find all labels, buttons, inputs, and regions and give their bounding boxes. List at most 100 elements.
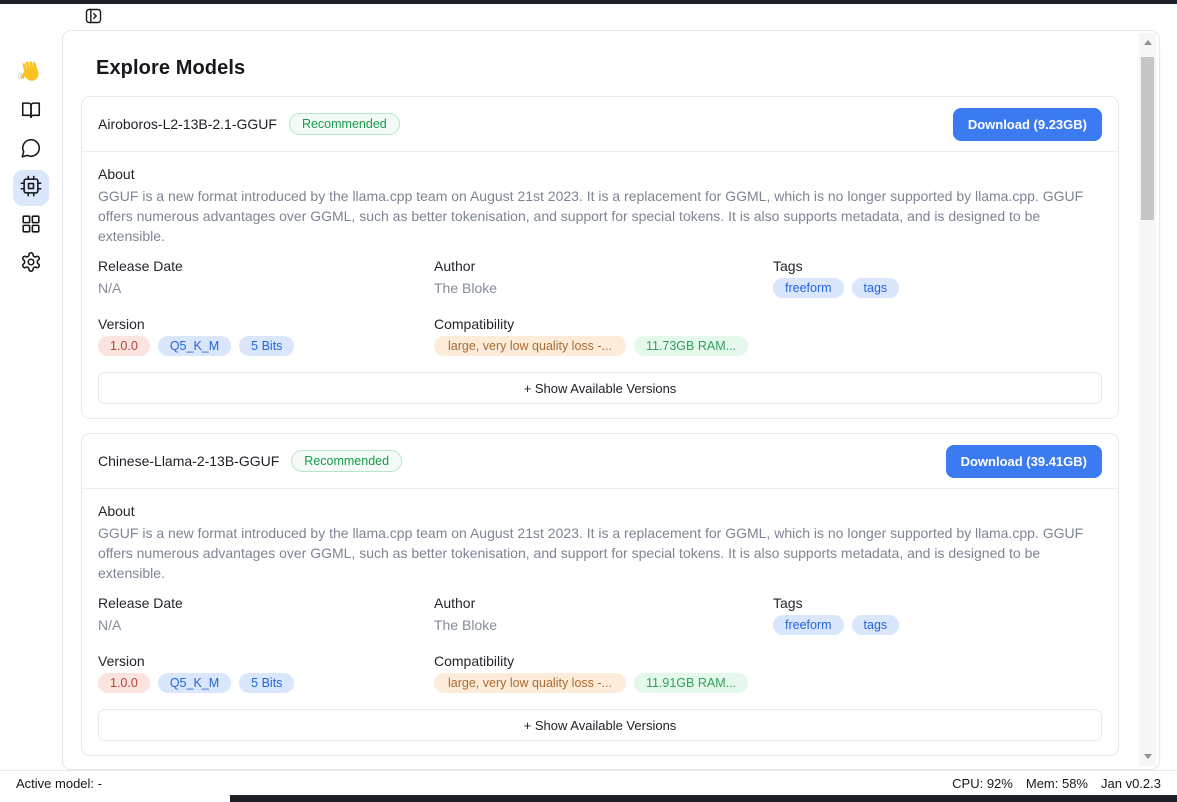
model-name: Airoboros-L2-13B-2.1-GGUF — [98, 116, 277, 132]
version-number-pill: 1.0.0 — [98, 673, 150, 693]
about-label: About — [98, 166, 135, 182]
sidebar-item-guides[interactable] — [13, 94, 49, 130]
quality-pill: large, very low quality loss -... — [434, 673, 626, 693]
model-card: Chinese-Llama-2-13B-GGUF Recommended Dow… — [81, 433, 1119, 756]
author-label: Author — [434, 595, 476, 611]
compatibility-pills: large, very low quality loss -... 11.91G… — [434, 673, 773, 693]
compatibility-label: Compatibility — [434, 316, 515, 332]
system-stats: CPU: 92% Mem: 58% Jan v0.2.3 — [952, 776, 1161, 791]
field-tags: Tags freeform tags — [773, 258, 1102, 298]
model-fields: Release Date N/A Author The Bloke Tags f… — [98, 258, 1102, 356]
chat-bubble-icon — [20, 137, 42, 164]
field-author: Author The Bloke — [434, 595, 773, 635]
status-bar: Active model: - CPU: 92% Mem: 58% Jan v0… — [0, 770, 1177, 795]
about-text: GGUF is a new format introduced by the l… — [98, 188, 1084, 244]
release-date-value: N/A — [98, 617, 122, 633]
model-card-body: About GGUF is a new format introduced by… — [82, 152, 1118, 418]
apps-grid-icon — [20, 213, 42, 240]
window-bottom-edge — [0, 795, 1177, 802]
panel-toggle-button[interactable] — [84, 8, 102, 29]
window-top-edge — [0, 0, 1177, 4]
scroll-down-arrow-icon[interactable] — [1139, 749, 1156, 764]
wave-hand-icon — [17, 59, 44, 90]
download-button[interactable]: Download (39.41GB) — [945, 444, 1102, 478]
quantization-pill: Q5_K_M — [157, 336, 232, 356]
tag-pill: freeform — [773, 615, 844, 635]
panel-toggle-icon — [85, 8, 102, 29]
model-name: Chinese-Llama-2-13B-GGUF — [98, 453, 280, 469]
book-open-icon — [20, 99, 42, 126]
version-label: Version — [98, 316, 145, 332]
bits-pill: 5 Bits — [239, 336, 295, 356]
field-release-date: Release Date N/A — [98, 258, 434, 298]
about-label: About — [98, 503, 135, 519]
show-available-versions-button[interactable]: + Show Available Versions — [98, 709, 1102, 741]
field-version: Version 1.0.0 Q5_K_M 5 Bits — [98, 653, 434, 693]
tags-pills: freeform tags — [773, 615, 1102, 635]
version-label: Version — [98, 653, 145, 669]
tags-label: Tags — [773, 595, 803, 611]
version-pills: 1.0.0 Q5_K_M 5 Bits — [98, 673, 434, 693]
model-card-title-group: Chinese-Llama-2-13B-GGUF Recommended — [98, 450, 403, 472]
field-release-date: Release Date N/A — [98, 595, 434, 635]
sidebar-item-explore-models[interactable] — [13, 170, 49, 206]
card-divider — [82, 488, 1118, 489]
field-compatibility: Compatibility large, very low quality lo… — [434, 653, 773, 693]
scroll-up-arrow-icon[interactable] — [1139, 35, 1156, 50]
field-version: Version 1.0.0 Q5_K_M 5 Bits — [98, 316, 434, 356]
tag-pill: tags — [851, 278, 900, 298]
quantization-pill: Q5_K_M — [157, 673, 232, 693]
vertical-scrollbar[interactable] — [1139, 33, 1156, 766]
model-card: Airoboros-L2-13B-2.1-GGUF Recommended Do… — [81, 96, 1119, 419]
version-number-pill: 1.0.0 — [98, 336, 150, 356]
ram-pill: 11.91GB RAM... — [633, 673, 749, 693]
sidebar-item-extensions[interactable] — [13, 208, 49, 244]
quality-pill: large, very low quality loss -... — [434, 336, 626, 356]
about-text: GGUF is a new format introduced by the l… — [98, 525, 1084, 581]
field-spacer — [773, 316, 1102, 356]
model-card-title-group: Airoboros-L2-13B-2.1-GGUF Recommended — [98, 113, 400, 135]
sidebar-item-home[interactable] — [13, 56, 49, 92]
tag-pill: tags — [851, 615, 900, 635]
active-model-status: Active model: - — [16, 775, 102, 791]
author-label: Author — [434, 258, 476, 274]
ram-pill: 11.73GB RAM... — [633, 336, 749, 356]
sidebar — [0, 4, 62, 770]
release-date-value: N/A — [98, 280, 122, 296]
model-card-header: Chinese-Llama-2-13B-GGUF Recommended Dow… — [82, 434, 1118, 488]
bits-pill: 5 Bits — [239, 673, 295, 693]
sidebar-item-settings[interactable] — [13, 246, 49, 282]
tags-label: Tags — [773, 258, 803, 274]
field-author: Author The Bloke — [434, 258, 773, 298]
model-card-body: About GGUF is a new format introduced by… — [82, 489, 1118, 755]
sidebar-item-chat[interactable] — [13, 132, 49, 168]
app-version: Jan v0.2.3 — [1101, 775, 1161, 791]
card-divider — [82, 151, 1118, 152]
field-tags: Tags freeform tags — [773, 595, 1102, 635]
show-available-versions-button[interactable]: + Show Available Versions — [98, 372, 1102, 404]
compatibility-label: Compatibility — [434, 653, 515, 669]
gear-icon — [20, 251, 42, 278]
release-date-label: Release Date — [98, 258, 183, 274]
author-value: The Bloke — [434, 280, 498, 296]
cpu-usage: CPU: 92% — [952, 775, 1013, 791]
cpu-chip-icon — [20, 175, 42, 202]
model-card-list: Airoboros-L2-13B-2.1-GGUF Recommended Do… — [81, 96, 1119, 769]
page-title: Explore Models — [96, 57, 246, 79]
field-spacer — [773, 653, 1102, 693]
version-pills: 1.0.0 Q5_K_M 5 Bits — [98, 336, 434, 356]
scrollbar-thumb[interactable] — [1141, 57, 1154, 220]
memory-usage: Mem: 58% — [1025, 775, 1088, 791]
tag-pill: freeform — [773, 278, 844, 298]
download-button[interactable]: Download (9.23GB) — [952, 107, 1102, 141]
author-value: The Bloke — [434, 617, 498, 633]
recommended-badge: Recommended — [288, 113, 400, 135]
recommended-badge: Recommended — [291, 450, 403, 472]
model-card-header: Airoboros-L2-13B-2.1-GGUF Recommended Do… — [82, 97, 1118, 151]
release-date-label: Release Date — [98, 595, 183, 611]
explore-models-panel: Explore Models Airoboros-L2-13B-2.1-GGUF… — [62, 30, 1160, 770]
model-fields: Release Date N/A Author The Bloke Tags f… — [98, 595, 1102, 693]
field-compatibility: Compatibility large, very low quality lo… — [434, 316, 773, 356]
compatibility-pills: large, very low quality loss -... 11.73G… — [434, 336, 773, 356]
tags-pills: freeform tags — [773, 278, 1102, 298]
